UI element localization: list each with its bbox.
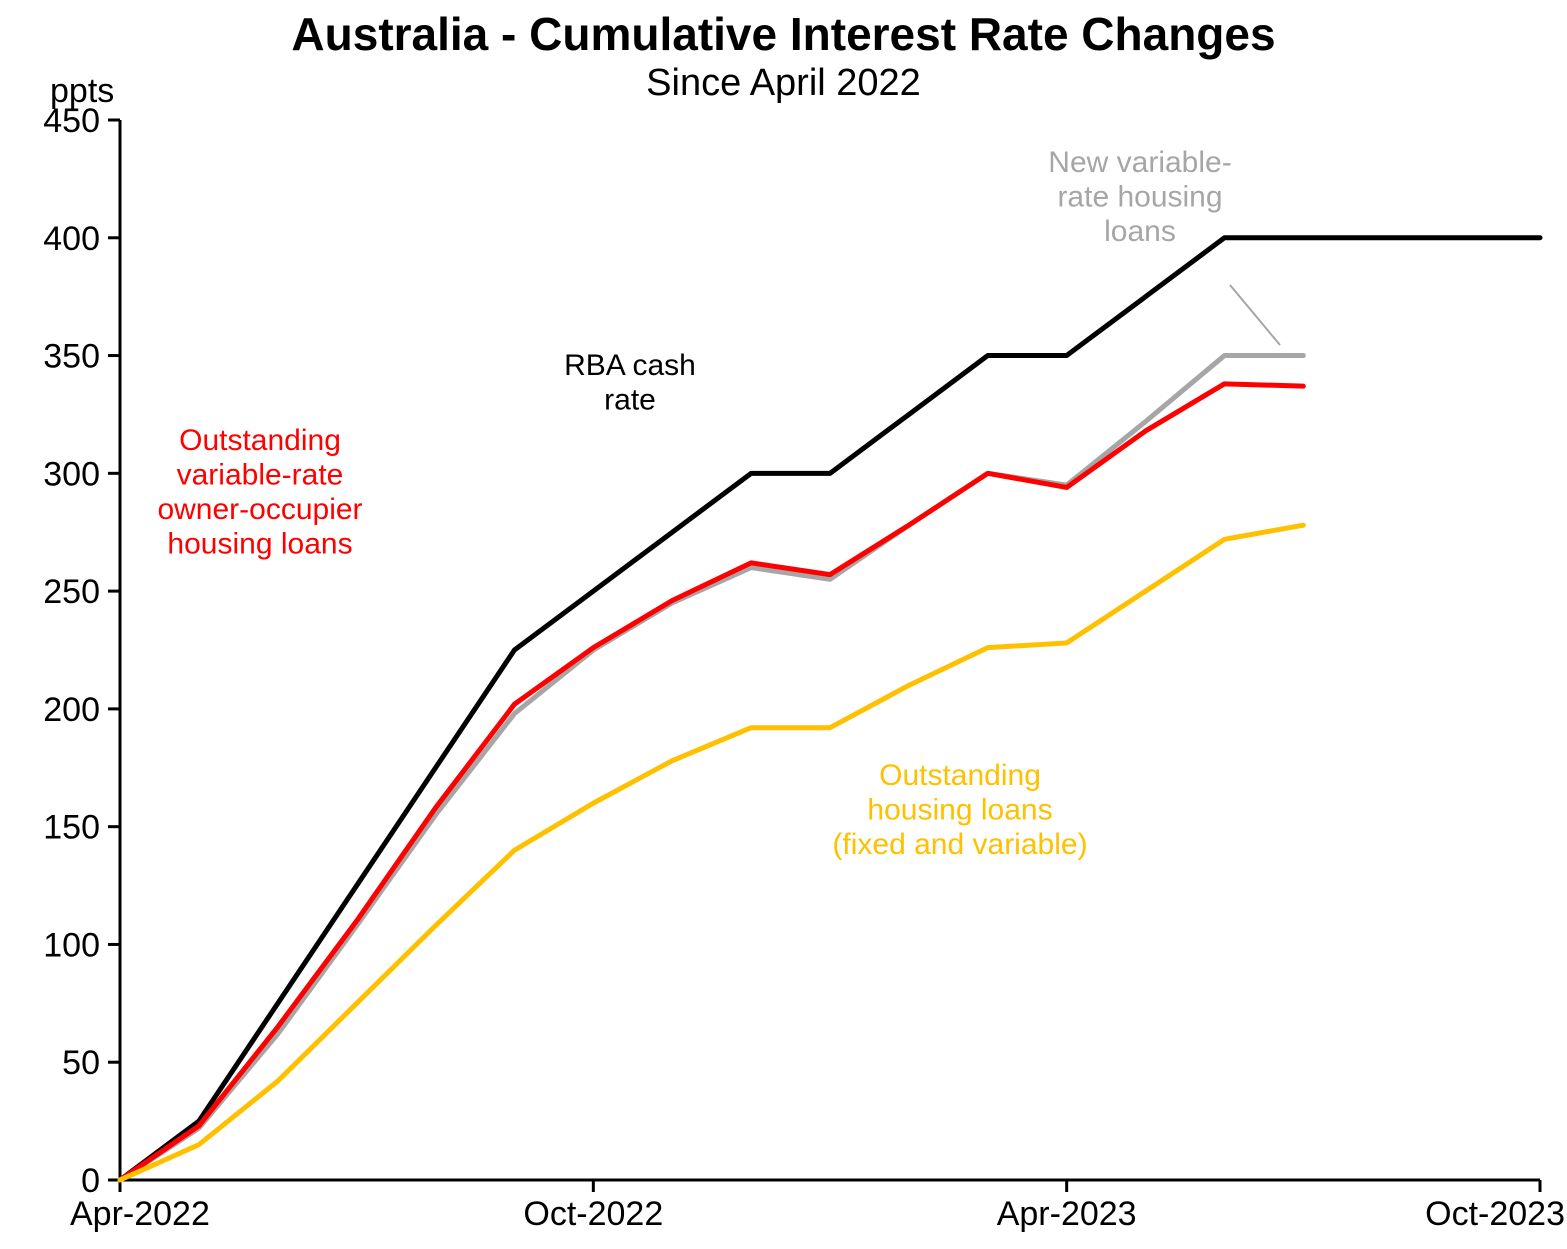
y-tick-label: 250 [43, 573, 100, 611]
x-tick-label: Apr-2022 [70, 1195, 210, 1233]
y-tick-label: 300 [43, 455, 100, 493]
chart-subtitle: Since April 2022 [646, 62, 921, 104]
y-tick-label: 100 [43, 926, 100, 964]
chart-title: Australia - Cumulative Interest Rate Cha… [291, 8, 1275, 60]
x-tick-label: Oct-2023 [1425, 1195, 1565, 1233]
y-tick-label: 350 [43, 338, 100, 376]
y-tick-label: 150 [43, 809, 100, 847]
y-tick-label: 400 [43, 220, 100, 258]
y-tick-label: 200 [43, 691, 100, 729]
y-tick-label: 450 [43, 102, 100, 140]
chart-svg: Australia - Cumulative Interest Rate Cha… [0, 0, 1567, 1249]
interest-rate-chart: Australia - Cumulative Interest Rate Cha… [0, 0, 1567, 1249]
x-tick-label: Apr-2023 [997, 1195, 1137, 1233]
x-tick-label: Oct-2022 [523, 1195, 663, 1233]
series-annotation: Outstandingvariable-rateowner-occupierho… [157, 424, 362, 561]
y-tick-label: 50 [62, 1044, 100, 1082]
